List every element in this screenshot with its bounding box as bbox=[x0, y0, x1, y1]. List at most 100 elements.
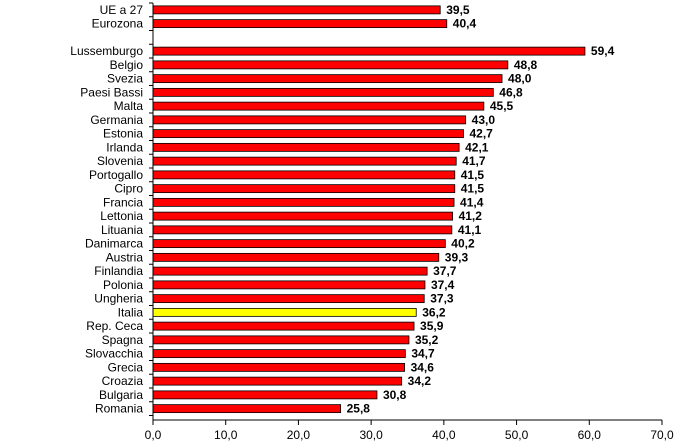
value-label-eurozona: 40,4 bbox=[453, 17, 477, 31]
value-label-paesi-bassi: 46,8 bbox=[499, 85, 523, 99]
bar-austria bbox=[152, 252, 440, 262]
value-label-ungheria: 37,3 bbox=[430, 292, 454, 306]
value-label-belgio: 48,8 bbox=[514, 58, 538, 72]
category-label-romania: Romania bbox=[95, 402, 143, 416]
value-label-rep-ceca: 35,9 bbox=[420, 319, 444, 333]
value-label-romania: 25,8 bbox=[347, 402, 371, 416]
category-label-grecia: Grecia bbox=[108, 360, 144, 374]
category-label-malta: Malta bbox=[114, 99, 144, 113]
bar-francia bbox=[152, 197, 455, 207]
category-label-belgio: Belgio bbox=[110, 58, 144, 72]
category-label-austria: Austria bbox=[106, 250, 144, 264]
value-label-estonia: 42,7 bbox=[469, 127, 493, 141]
bar-eurozona bbox=[152, 19, 448, 29]
category-label-spagna: Spagna bbox=[102, 333, 144, 347]
category-label-polonia: Polonia bbox=[103, 278, 143, 292]
bars-group bbox=[149, 2, 586, 416]
category-label-rep-ceca: Rep. Ceca bbox=[86, 319, 143, 333]
category-label-slovenia: Slovenia bbox=[97, 154, 143, 168]
category-label-lituania: Lituania bbox=[101, 223, 143, 237]
bar-slovenia bbox=[152, 156, 457, 166]
bar-portogallo bbox=[152, 170, 456, 180]
category-label-francia: Francia bbox=[103, 195, 143, 209]
bar-ungheria bbox=[152, 294, 425, 304]
x-tick-label: 30,0 bbox=[359, 428, 383, 442]
value-label-grecia: 34,6 bbox=[411, 360, 435, 374]
category-label-cipro: Cipro bbox=[114, 182, 143, 196]
category-label-svezia: Svezia bbox=[107, 72, 143, 86]
bar-germania bbox=[152, 115, 467, 125]
bar-lettonia bbox=[152, 211, 453, 221]
category-label-ungheria: Ungheria bbox=[94, 292, 143, 306]
value-label-ue-a-27: 39,5 bbox=[446, 3, 470, 17]
value-label-slovacchia: 34,7 bbox=[411, 347, 435, 361]
x-tick-label: 60,0 bbox=[578, 428, 602, 442]
bar-grecia bbox=[152, 362, 405, 372]
bar-lussemburgo bbox=[152, 46, 586, 56]
bar-irlanda bbox=[152, 142, 460, 152]
value-label-bulgaria: 30,8 bbox=[383, 388, 407, 402]
x-axis-ticks: 0,0 10,0 20,0 30,0 40,0 50,0 60,0 70,0 bbox=[145, 420, 674, 442]
category-label-italia: Italia bbox=[118, 305, 144, 319]
bar-rep-ceca bbox=[152, 321, 415, 331]
category-label-ue-a-27: UE a 27 bbox=[100, 3, 144, 17]
value-label-lettonia: 41,2 bbox=[459, 209, 483, 223]
category-label-irlanda: Irlanda bbox=[106, 140, 143, 154]
category-label-portogallo: Portogallo bbox=[89, 168, 143, 182]
value-label-spagna: 35,2 bbox=[415, 333, 439, 347]
category-label-croazia: Croazia bbox=[102, 374, 144, 388]
bar-paesi-bassi bbox=[152, 87, 494, 97]
value-label-danimarca: 40,2 bbox=[451, 237, 475, 251]
category-label-slovacchia: Slovacchia bbox=[85, 347, 143, 361]
value-label-italia: 36,2 bbox=[422, 305, 446, 319]
bar-belgio bbox=[152, 60, 509, 70]
x-tick-label: 50,0 bbox=[505, 428, 529, 442]
bar-romania bbox=[152, 404, 342, 414]
bar-spagna bbox=[152, 335, 410, 345]
bar-finlandia bbox=[152, 266, 428, 276]
category-label-bulgaria: Bulgaria bbox=[99, 388, 143, 402]
value-labels: 39,540,4 59,4 48,848,046,845,543,042,742,1… bbox=[347, 3, 615, 416]
value-label-polonia: 37,4 bbox=[431, 278, 455, 292]
value-label-malta: 45,5 bbox=[490, 99, 514, 113]
bar-danimarca bbox=[152, 239, 446, 249]
x-tick-label: 20,0 bbox=[287, 428, 311, 442]
x-tick-label: 10,0 bbox=[214, 428, 238, 442]
category-label-danimarca: Danimarca bbox=[85, 237, 143, 251]
bar-cipro bbox=[152, 184, 456, 194]
value-label-portogallo: 41,5 bbox=[461, 168, 485, 182]
category-label-eurozona: Eurozona bbox=[92, 17, 144, 31]
x-tick-label: 0,0 bbox=[145, 428, 162, 442]
value-label-lussemburgo: 59,4 bbox=[591, 44, 615, 58]
bar-svezia bbox=[152, 74, 503, 84]
category-label-estonia: Estonia bbox=[103, 127, 143, 141]
category-label-paesi-bassi: Paesi Bassi bbox=[80, 85, 143, 99]
bar-malta bbox=[152, 101, 485, 111]
category-label-finlandia: Finlandia bbox=[94, 264, 143, 278]
category-label-germania: Germania bbox=[90, 113, 143, 127]
value-label-germania: 43,0 bbox=[472, 113, 496, 127]
bar-estonia bbox=[152, 129, 464, 139]
category-label-lettonia: Lettonia bbox=[100, 209, 143, 223]
value-label-croazia: 34,2 bbox=[408, 374, 432, 388]
value-label-finlandia: 37,7 bbox=[433, 264, 457, 278]
value-label-slovenia: 41,7 bbox=[462, 154, 486, 168]
value-label-svezia: 48,0 bbox=[508, 72, 532, 86]
bar-croazia bbox=[152, 376, 403, 386]
value-label-lituania: 41,1 bbox=[458, 223, 482, 237]
category-label-lussemburgo: Lussemburgo bbox=[70, 44, 143, 58]
value-label-austria: 39,3 bbox=[445, 250, 469, 264]
bar-slovacchia bbox=[152, 349, 406, 359]
value-label-irlanda: 42,1 bbox=[465, 140, 489, 154]
value-label-francia: 41,4 bbox=[460, 195, 484, 209]
bar-italia bbox=[152, 307, 417, 317]
bar-polonia bbox=[152, 280, 426, 290]
bar-bulgaria bbox=[152, 390, 378, 400]
bar-lituania bbox=[152, 225, 453, 235]
x-tick-label: 70,0 bbox=[650, 428, 674, 442]
x-tick-label: 40,0 bbox=[432, 428, 456, 442]
value-label-cipro: 41,5 bbox=[461, 182, 485, 196]
bar-ue-a-27 bbox=[152, 5, 441, 15]
